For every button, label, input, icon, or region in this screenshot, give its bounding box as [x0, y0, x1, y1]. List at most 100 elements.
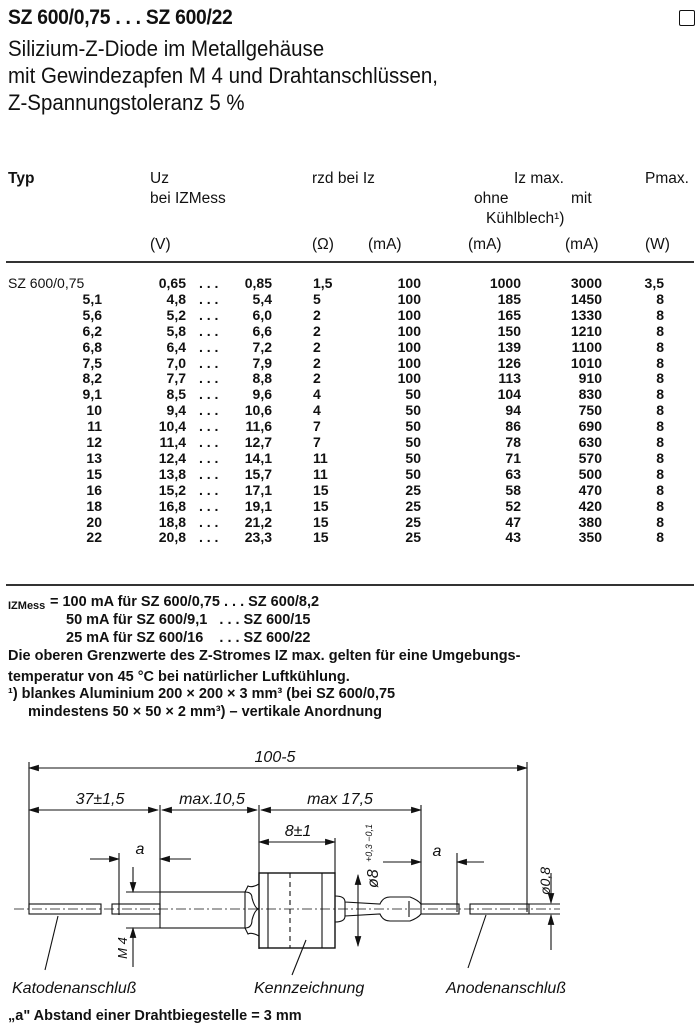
header-uz-sub: bei IZMess	[150, 190, 226, 207]
cell-pmax: 8	[656, 354, 664, 371]
cell-uz-max: 23,3	[244, 529, 272, 546]
dim-diameter-tolerance: +0,3 −0,1	[364, 824, 374, 862]
cell-typ: 5,1	[82, 290, 102, 307]
cell-pmax: 3,5	[644, 275, 664, 291]
unit-ma: (mA)	[368, 236, 402, 253]
cell-pmax: 8	[656, 322, 664, 339]
range-separator: . . .	[199, 338, 219, 355]
cell-pmax: 8	[656, 306, 664, 323]
label-marking: Kennzeichnung	[254, 980, 364, 997]
range-separator: . . .	[199, 434, 219, 450]
cell-uz-min: 10,4	[158, 418, 186, 435]
limit-note: Die oberen Grenzwerte des Z-Stromes IZ m…	[8, 648, 521, 664]
cell-typ: SZ 600/0,75	[8, 275, 85, 291]
cell-rzd: 5	[313, 290, 321, 307]
cell-typ: 16	[86, 481, 102, 498]
range-separator: . . .	[199, 465, 219, 482]
dim-total: 100-5	[255, 749, 296, 766]
cell-uz-max: 17,1	[244, 481, 272, 498]
range-separator: . . .	[199, 418, 219, 435]
cell-iz-max-ohne: 71	[505, 449, 521, 466]
cell-iz: 50	[405, 449, 421, 466]
cell-iz-max-mit: 750	[578, 402, 602, 419]
cell-iz-max-ohne: 139	[497, 338, 521, 355]
cell-iz-max-ohne: 63	[505, 465, 521, 482]
cell-uz-min: 8,5	[166, 386, 186, 403]
cell-typ: 11	[87, 418, 102, 435]
cell-iz-max-mit: 570	[578, 449, 602, 466]
dim-thread: max.10,5	[179, 791, 245, 808]
cell-iz: 100	[397, 338, 421, 355]
cell-pmax: 8	[656, 290, 664, 307]
cell-uz-min: 0,65	[158, 275, 186, 291]
cell-iz: 25	[405, 497, 421, 514]
cell-pmax: 8	[656, 386, 664, 403]
izmess-line: = 100 mA für SZ 600/0,75 . . . SZ 600/8,…	[50, 594, 320, 610]
cell-iz-max-mit: 3000	[570, 275, 602, 291]
dim-diameter: ø8	[365, 869, 382, 888]
cell-pmax: 8	[656, 449, 664, 466]
range-separator: . . .	[199, 354, 219, 371]
cell-iz: 100	[397, 275, 421, 291]
cell-iz: 100	[397, 322, 421, 339]
cell-rzd: 2	[313, 322, 321, 339]
divider	[6, 584, 694, 586]
izmess-line: 50 mA für SZ 600/9,1 . . . SZ 600/15	[66, 612, 311, 628]
cell-pmax: 8	[656, 497, 664, 514]
cell-typ: 20	[86, 513, 102, 530]
cell-uz-min: 13,8	[158, 465, 186, 482]
range-separator: . . .	[199, 402, 219, 419]
cell-iz-max-ohne: 113	[498, 370, 521, 387]
cell-iz-max-ohne: 150	[497, 322, 521, 339]
header-mit: mit	[571, 190, 592, 207]
cell-iz-max-mit: 1450	[570, 290, 602, 307]
cell-rzd: 11	[313, 465, 328, 482]
unit-w: (W)	[645, 236, 670, 253]
cell-iz-max-mit: 910	[578, 370, 602, 387]
cell-typ: 5,6	[82, 306, 102, 323]
cell-rzd: 7	[313, 434, 321, 450]
dim-a-left: a	[136, 841, 145, 858]
cell-typ: 6,8	[82, 338, 102, 355]
dim-thread-size: M 4	[115, 937, 130, 959]
cell-iz: 50	[405, 386, 421, 403]
cell-uz-min: 4,8	[166, 290, 186, 307]
cell-rzd: 2	[313, 338, 321, 355]
cell-iz-max-ohne: 43	[505, 529, 521, 546]
cell-rzd: 4	[313, 386, 321, 403]
cell-uz-min: 5,2	[166, 306, 186, 323]
cell-uz-min: 6,4	[166, 338, 186, 355]
cell-uz-min: 15,2	[158, 481, 186, 498]
cell-uz-max: 7,2	[252, 338, 272, 355]
cell-iz: 100	[397, 306, 421, 323]
izmess-label: IZMess	[8, 600, 46, 612]
page-title: SZ 600/0,75 . . . SZ 600/22	[8, 6, 233, 29]
cell-uz-max: 19,1	[244, 497, 272, 514]
cell-iz-max-ohne: 47	[505, 513, 521, 530]
cell-rzd: 15	[313, 529, 329, 546]
cell-uz-max: 7,9	[252, 354, 272, 371]
cell-iz-max-mit: 830	[578, 386, 602, 403]
unit-ohm: (Ω)	[312, 236, 334, 253]
cell-uz-max: 9,6	[252, 386, 272, 403]
header-uz: Uz	[150, 170, 169, 187]
cell-rzd: 4	[313, 402, 321, 419]
cell-iz-max-ohne: 52	[505, 497, 521, 514]
cell-uz-max: 5,4	[252, 290, 272, 307]
dim-cathode-wire: 37±1,5	[76, 791, 125, 808]
cell-uz-min: 16,8	[158, 497, 186, 514]
footnote: ¹) blankes Aluminium 200 × 200 × 3 mm³ (…	[8, 686, 396, 702]
range-separator: . . .	[199, 513, 219, 530]
unit-ma: (mA)	[468, 236, 502, 253]
checkbox[interactable]	[679, 10, 695, 26]
cell-iz-max-mit: 380	[578, 513, 602, 530]
cell-uz-min: 7,0	[166, 354, 186, 371]
drawing-footnote: „a" Abstand einer Drahtbiegestelle = 3 m…	[8, 1008, 302, 1024]
dim-body: max 17,5	[307, 791, 373, 808]
cell-uz-min: 5,8	[166, 322, 186, 339]
cell-uz-max: 12,7	[244, 434, 272, 450]
cell-typ: 15	[86, 465, 102, 482]
cell-uz-max: 8,8	[252, 370, 272, 387]
subtitle-line: mit Gewindezapfen M 4 und Drahtanschlüss…	[8, 63, 438, 88]
cell-pmax: 8	[656, 513, 664, 530]
